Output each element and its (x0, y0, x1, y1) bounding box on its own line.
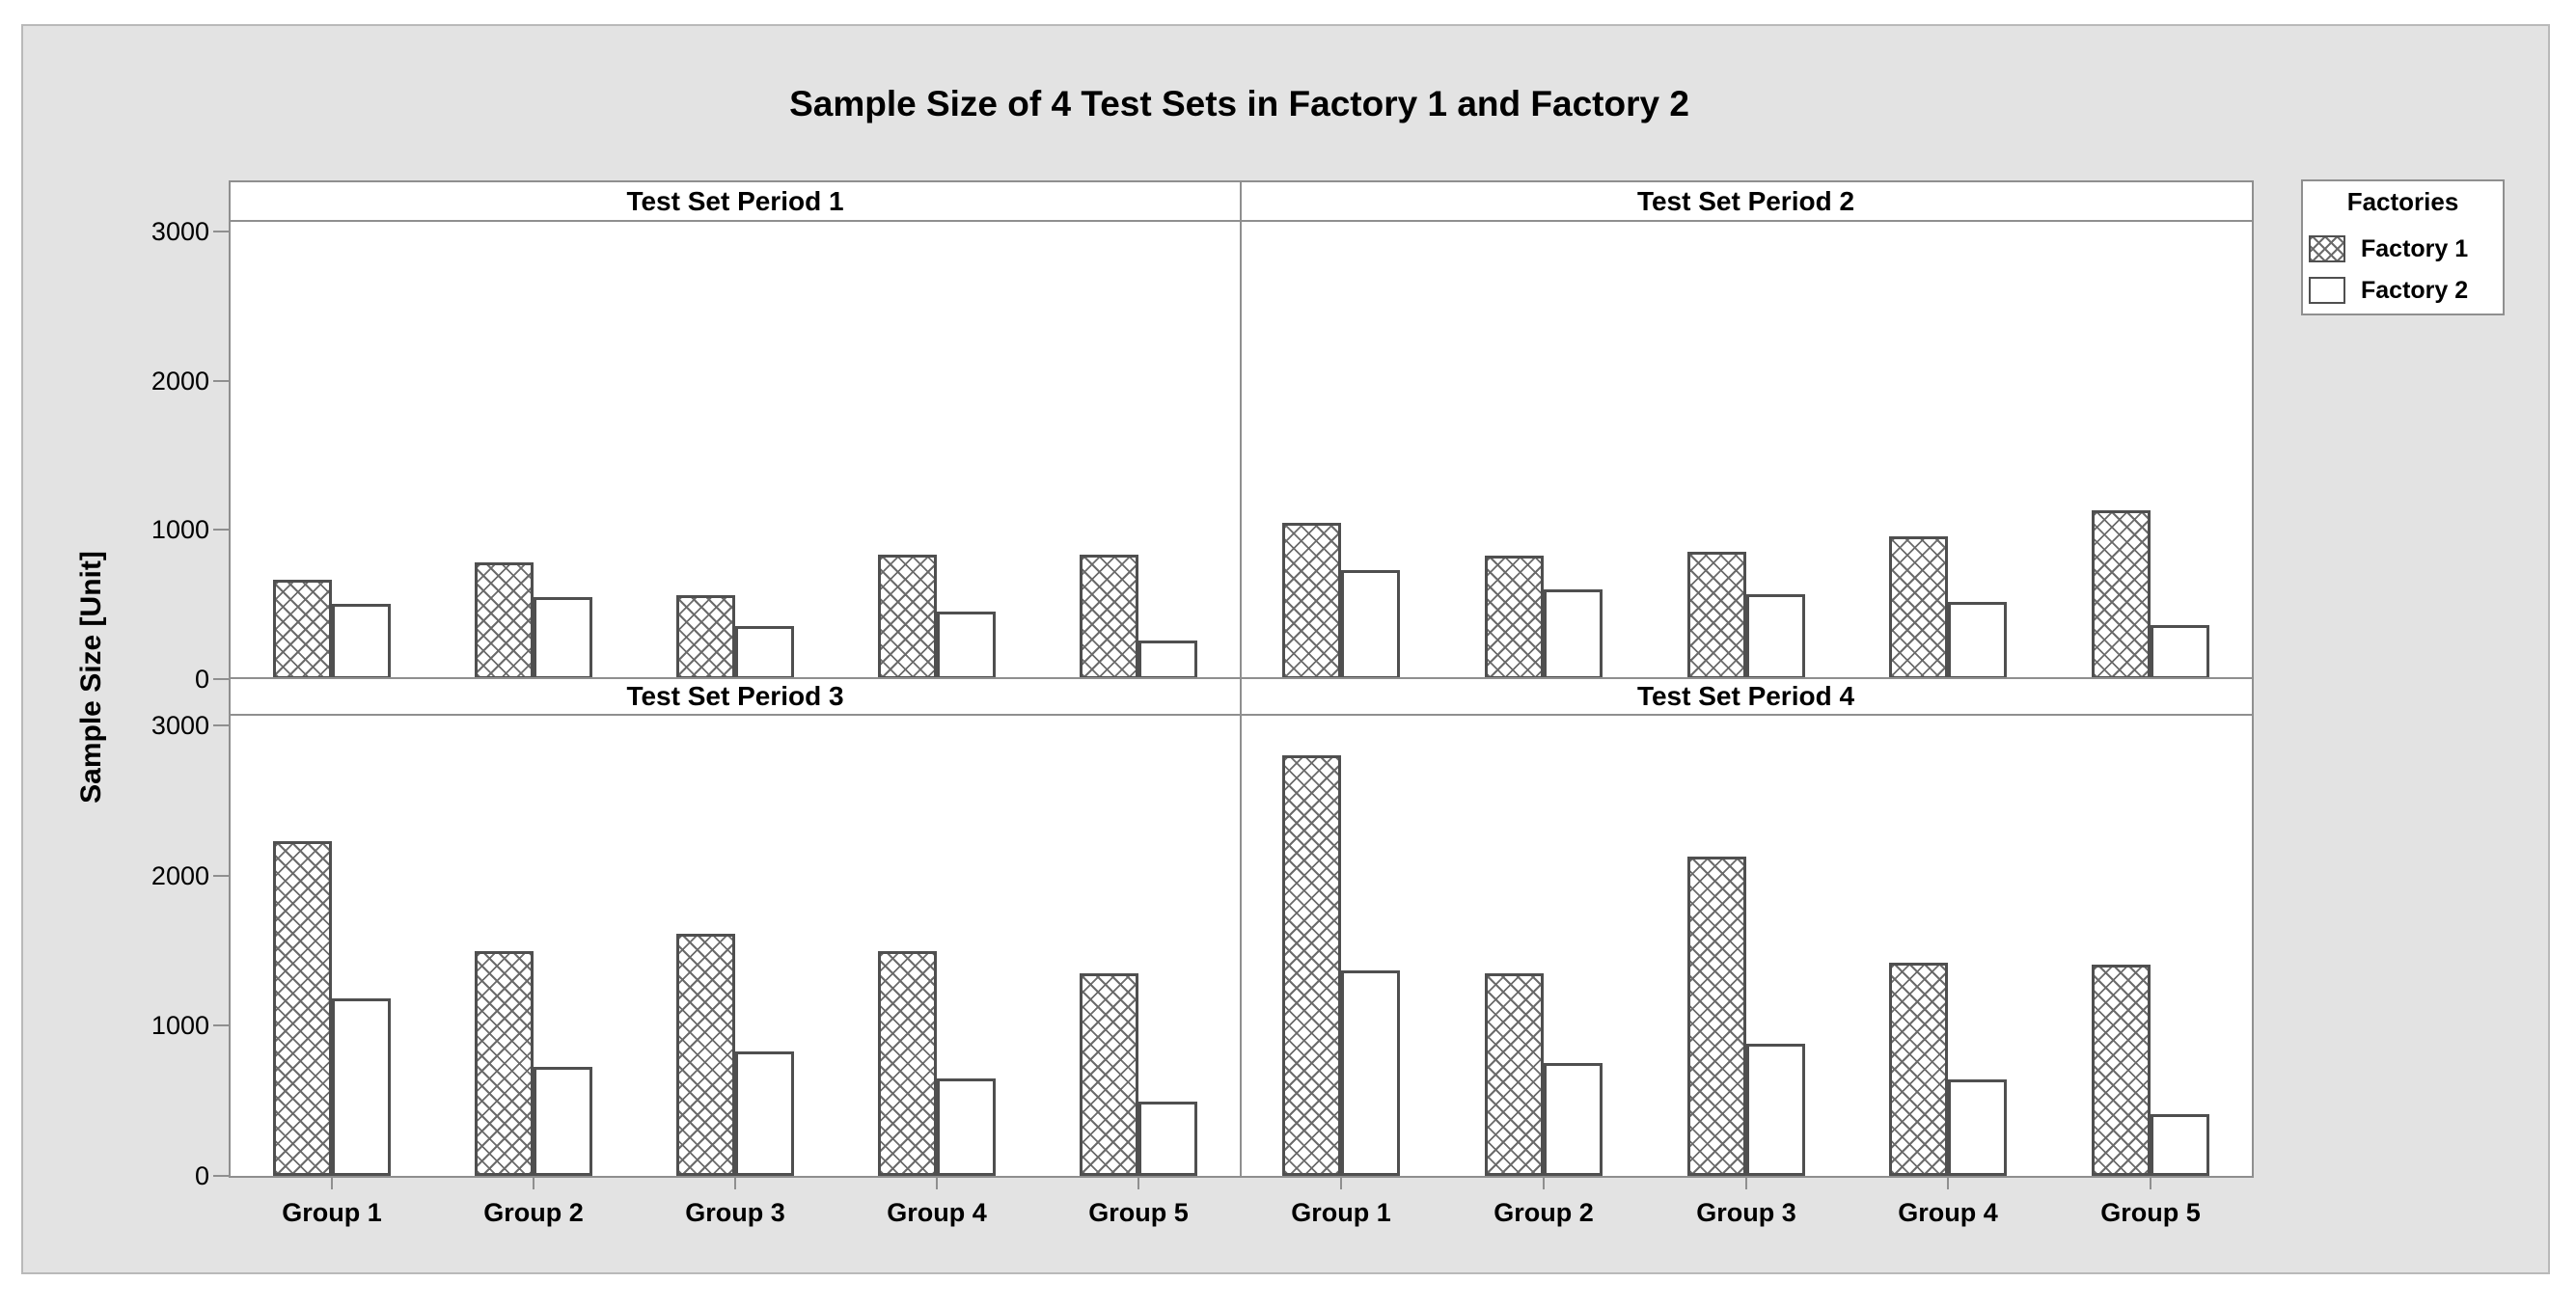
bar-test-set-period-1-group-1-factory-2 (332, 604, 391, 679)
panel-header-test-set-period-2: Test Set Period 2 (1240, 182, 2252, 222)
panel-header-label: Test Set Period 1 (626, 186, 844, 216)
legend-swatch-factory-1 (2309, 235, 2345, 262)
bar-test-set-period-4-group-1-factory-1 (1282, 755, 1341, 1176)
panel-header-label: Test Set Period 4 (1636, 681, 1855, 711)
y-tick-mark (213, 529, 229, 531)
legend-swatch-factory-2 (2309, 277, 2345, 304)
x-tick-label-group-1: Group 1 (282, 1198, 382, 1227)
y-tick-label: 0 (194, 1161, 209, 1190)
bar-test-set-period-3-group-1-factory-2 (332, 998, 391, 1176)
bar-test-set-period-1-group-2-factory-1 (475, 562, 534, 679)
bar-test-set-period-1-group-1-factory-1 (273, 580, 332, 679)
bar-test-set-period-3-group-4-factory-1 (878, 951, 937, 1176)
y-tick-label: 3000 (151, 217, 209, 246)
bar-test-set-period-4-group-2-factory-2 (1544, 1063, 1603, 1176)
x-tick-mark (936, 1176, 938, 1189)
y-tick-label: 3000 (151, 711, 209, 740)
x-tick-label-group-1: Group 1 (1291, 1198, 1391, 1227)
bar-test-set-period-2-group-1-factory-2 (1341, 570, 1400, 679)
bar-test-set-period-4-group-4-factory-1 (1889, 963, 1948, 1176)
y-tick-label: 1000 (151, 1011, 209, 1040)
bar-test-set-period-1-group-4-factory-2 (937, 612, 996, 679)
x-tick-label-group-2: Group 2 (483, 1198, 584, 1227)
bar-test-set-period-2-group-4-factory-2 (1948, 602, 2007, 679)
x-tick-mark (734, 1176, 736, 1189)
bar-test-set-period-2-group-2-factory-2 (1544, 589, 1603, 679)
bar-test-set-period-1-group-2-factory-2 (534, 597, 592, 679)
y-tick-mark (213, 1175, 229, 1177)
bar-test-set-period-3-group-2-factory-1 (475, 951, 534, 1176)
panel-header-label: Test Set Period 2 (1636, 186, 1855, 216)
y-tick-mark (213, 1024, 229, 1026)
bar-test-set-period-1-group-5-factory-1 (1080, 555, 1138, 679)
x-tick-mark (1543, 1176, 1545, 1189)
bar-test-set-period-2-group-1-factory-1 (1282, 523, 1341, 679)
bar-test-set-period-2-group-5-factory-1 (2092, 510, 2151, 679)
bar-test-set-period-1-group-5-factory-2 (1138, 641, 1197, 679)
x-tick-label-group-4: Group 4 (1898, 1198, 1998, 1227)
legend-item-factory-2: Factory 2 (2309, 277, 2497, 306)
panel-header-test-set-period-4: Test Set Period 4 (1240, 679, 2252, 716)
panel-divider-line (1240, 182, 1242, 1176)
panel-header-label: Test Set Period 3 (626, 681, 844, 711)
x-tick-label-group-3: Group 3 (1696, 1198, 1796, 1227)
x-tick-label-group-4: Group 4 (887, 1198, 987, 1227)
bar-test-set-period-4-group-5-factory-1 (2092, 965, 2151, 1176)
bar-test-set-period-3-group-5-factory-2 (1138, 1102, 1197, 1176)
x-tick-label-group-5: Group 5 (2100, 1198, 2201, 1227)
bar-test-set-period-3-group-4-factory-2 (937, 1078, 996, 1176)
y-tick-label: 2000 (151, 861, 209, 890)
plot-area: Test Set Period 1 Test Set Period 2 Test S… (151, 180, 2254, 1227)
legend-item-label: Factory 2 (2361, 277, 2469, 304)
legend-item-label: Factory 1 (2361, 235, 2469, 262)
bar-test-set-period-4-group-2-factory-1 (1485, 973, 1544, 1176)
y-tick-label: 1000 (151, 515, 209, 544)
bar-test-set-period-2-group-4-factory-1 (1889, 536, 1948, 679)
y-tick-mark (213, 678, 229, 680)
y-tick-mark (213, 380, 229, 382)
x-tick-label-group-3: Group 3 (685, 1198, 785, 1227)
x-tick-mark (1340, 1176, 1342, 1189)
bar-test-set-period-2-group-5-factory-2 (2151, 625, 2209, 679)
bar-test-set-period-3-group-5-factory-1 (1080, 973, 1138, 1176)
legend-title: Factories (2346, 187, 2459, 216)
y-tick-mark (213, 875, 229, 877)
bar-test-set-period-4-group-1-factory-2 (1341, 970, 1400, 1176)
y-tick-mark (213, 231, 229, 232)
bar-test-set-period-4-group-3-factory-2 (1746, 1044, 1805, 1176)
y-tick-label: 0 (194, 665, 209, 694)
bar-test-set-period-2-group-3-factory-2 (1746, 594, 1805, 679)
bar-test-set-period-1-group-4-factory-1 (878, 555, 937, 679)
x-tick-label-group-5: Group 5 (1088, 1198, 1189, 1227)
x-tick-mark (331, 1176, 333, 1189)
legend-item-factory-1: Factory 1 (2309, 235, 2497, 264)
y-tick-label: 2000 (151, 367, 209, 395)
bar-test-set-period-2-group-2-factory-1 (1485, 556, 1544, 679)
bar-test-set-period-3-group-3-factory-1 (676, 934, 735, 1176)
x-tick-label-group-2: Group 2 (1494, 1198, 1594, 1227)
panel-header-test-set-period-1: Test Set Period 1 (231, 182, 1240, 222)
bar-test-set-period-4-group-4-factory-2 (1948, 1079, 2007, 1176)
bar-test-set-period-3-group-1-factory-1 (273, 841, 332, 1176)
legend: Factories Factory 1 Factory 2 (2301, 179, 2505, 315)
chart-title: Sample Size of 4 Test Sets in Factory 1 … (789, 84, 1689, 123)
bar-test-set-period-4-group-5-factory-2 (2151, 1114, 2209, 1176)
bar-test-set-period-1-group-3-factory-2 (735, 626, 794, 679)
x-tick-mark (2150, 1176, 2151, 1189)
bar-test-set-period-4-group-3-factory-1 (1687, 857, 1746, 1176)
bar-test-set-period-3-group-2-factory-2 (534, 1067, 592, 1176)
x-tick-mark (1947, 1176, 1949, 1189)
bar-test-set-period-2-group-3-factory-1 (1687, 552, 1746, 679)
panel-header-test-set-period-3: Test Set Period 3 (231, 679, 1240, 716)
x-tick-mark (1137, 1176, 1139, 1189)
x-tick-mark (533, 1176, 534, 1189)
bar-test-set-period-3-group-3-factory-2 (735, 1051, 794, 1176)
y-tick-mark (213, 724, 229, 726)
x-tick-mark (1745, 1176, 1747, 1189)
bar-test-set-period-1-group-3-factory-1 (676, 595, 735, 679)
